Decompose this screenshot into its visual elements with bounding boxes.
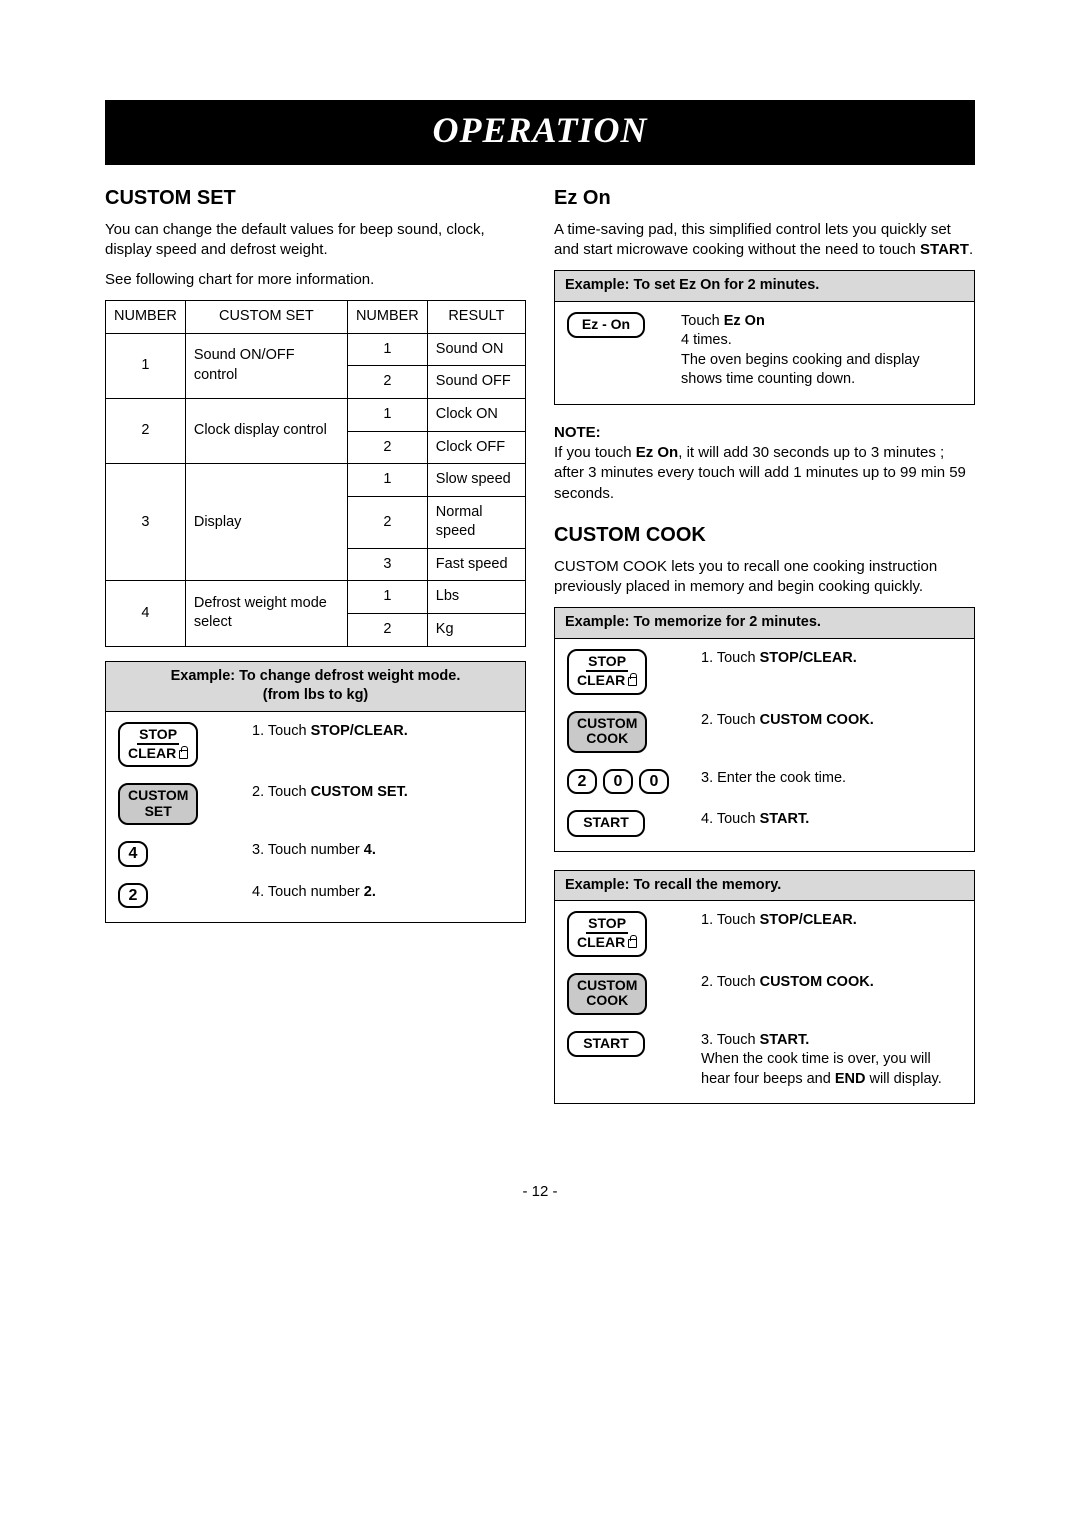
- stop-label: STOP: [586, 916, 628, 934]
- table-row: 2Clock display control1Clock ON: [106, 399, 526, 432]
- clear-label: CLEAR: [577, 673, 625, 688]
- ez-on-button-icon: Ez - On: [567, 312, 645, 338]
- number-2-button-icon: 2: [118, 883, 148, 909]
- lock-icon: [628, 939, 637, 948]
- example-defrost-weight: Example: To change defrost weight mode. …: [105, 661, 526, 924]
- example-memorize: Example: To memorize for 2 minutes. STOP…: [554, 607, 975, 851]
- note-block: NOTE: If you touch Ez On, it will add 30…: [554, 423, 975, 504]
- stop-clear-button-icon: STOP CLEAR: [567, 911, 647, 957]
- step-text: 1. Touch STOP/CLEAR.: [701, 911, 962, 931]
- step-text: 1. Touch STOP/CLEAR.: [252, 722, 513, 742]
- stop-clear-button-icon: STOP CLEAR: [118, 722, 198, 768]
- cook-label: COOK: [586, 731, 628, 746]
- table-header-row: NUMBER CUSTOM SET NUMBER RESULT: [106, 301, 526, 334]
- example-title: Example: To memorize for 2 minutes.: [555, 608, 974, 639]
- custom-cook-button-icon: CUSTOM COOK: [567, 711, 647, 753]
- example-recall: Example: To recall the memory. STOP CLEA…: [554, 870, 975, 1105]
- th-number-2: NUMBER: [347, 301, 427, 334]
- example-title: Example: To set Ez On for 2 minutes.: [555, 271, 974, 302]
- start-button-icon: START: [567, 810, 645, 836]
- heading-custom-cook: CUSTOM COOK: [554, 522, 975, 549]
- step-text: 2. Touch CUSTOM COOK.: [701, 711, 962, 731]
- para-ez-on: A time-saving pad, this simplified contr…: [554, 220, 975, 261]
- th-number-1: NUMBER: [106, 301, 186, 334]
- custom-set-button-icon: CUSTOM SET: [118, 783, 198, 825]
- left-column: CUSTOM SET You can change the default va…: [105, 179, 526, 1123]
- section-banner: OPERATION: [105, 100, 975, 165]
- th-result: RESULT: [427, 301, 525, 334]
- example-title-line1: Example: To change defrost weight mode.: [171, 668, 461, 684]
- custom-set-table: NUMBER CUSTOM SET NUMBER RESULT 1Sound O…: [105, 300, 526, 646]
- digit-0-icon: 0: [603, 769, 633, 795]
- stop-label: STOP: [137, 727, 179, 745]
- step-text: 4. Touch START.: [701, 810, 962, 830]
- para-custom-set-2: See following chart for more information…: [105, 270, 526, 290]
- table-row: 3Display1Slow speed: [106, 464, 526, 497]
- lock-icon: [628, 677, 637, 686]
- para-custom-set-1: You can change the default values for be…: [105, 220, 526, 261]
- step-text: 2. Touch CUSTOM COOK.: [701, 973, 962, 993]
- clear-label: CLEAR: [128, 746, 176, 761]
- number-4-button-icon: 4: [118, 841, 148, 867]
- note-label: NOTE:: [554, 424, 601, 441]
- heading-ez-on: Ez On: [554, 185, 975, 212]
- custom-label: CUSTOM: [577, 978, 637, 993]
- step-text: 3. Enter the cook time.: [701, 769, 962, 789]
- lock-icon: [179, 750, 188, 759]
- step-text: 3. Touch number 4.: [252, 841, 513, 861]
- example-ez-on: Example: To set Ez On for 2 minutes. Ez …: [554, 270, 975, 405]
- clear-label: CLEAR: [577, 935, 625, 950]
- table-row: 1Sound ON/OFF control1Sound ON: [106, 333, 526, 366]
- th-custom-set: CUSTOM SET: [185, 301, 347, 334]
- custom-cook-button-icon: CUSTOM COOK: [567, 973, 647, 1015]
- custom-label: CUSTOM: [577, 716, 637, 731]
- step-text: Touch Ez On 4 times. The oven begins coo…: [681, 312, 962, 390]
- stop-label: STOP: [586, 654, 628, 672]
- step-text: 4. Touch number 2.: [252, 883, 513, 903]
- set-label: SET: [145, 804, 172, 819]
- para-custom-cook: CUSTOM COOK lets you to recall one cooki…: [554, 557, 975, 598]
- step-text: 1. Touch STOP/CLEAR.: [701, 649, 962, 669]
- step-text: 3. Touch START. When the cook time is ov…: [701, 1031, 962, 1090]
- page-number: - 12 -: [105, 1182, 975, 1202]
- table-row: 4Defrost weight mode select1Lbs: [106, 581, 526, 614]
- digit-0-icon: 0: [639, 769, 669, 795]
- heading-custom-set: CUSTOM SET: [105, 185, 526, 212]
- stop-clear-button-icon: STOP CLEAR: [567, 649, 647, 695]
- custom-label: CUSTOM: [128, 788, 188, 803]
- example-title-line2: (from lbs to kg): [263, 687, 369, 703]
- example-title: Example: To change defrost weight mode. …: [106, 662, 525, 712]
- digit-2-icon: 2: [567, 769, 597, 795]
- step-text: 2. Touch CUSTOM SET.: [252, 783, 513, 803]
- cook-label: COOK: [586, 993, 628, 1008]
- start-button-icon: START: [567, 1031, 645, 1057]
- right-column: Ez On A time-saving pad, this simplified…: [554, 179, 975, 1123]
- example-title: Example: To recall the memory.: [555, 871, 974, 902]
